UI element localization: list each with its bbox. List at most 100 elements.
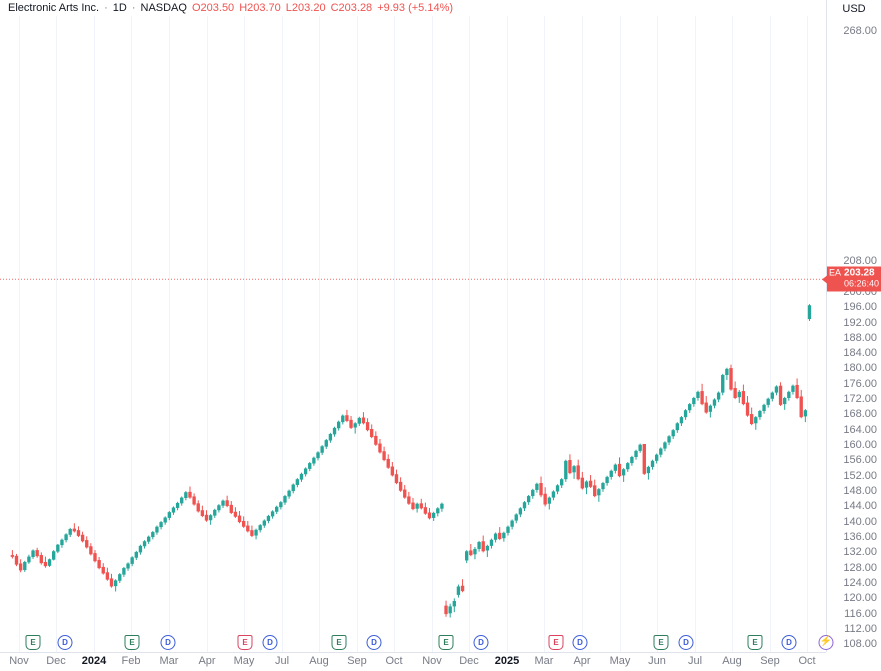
lightning-bolt-icon[interactable]: ⚡ <box>818 635 834 650</box>
candle <box>679 417 684 424</box>
current-price-badge[interactable]: EA 203.28 06:26:40 <box>822 266 881 292</box>
symbol-name[interactable]: Electronic Arts Inc. <box>8 2 100 14</box>
candle <box>601 483 605 490</box>
candle <box>791 385 795 392</box>
candle <box>415 503 419 509</box>
price-tick: 188.00 <box>843 331 877 344</box>
time-axis-rule <box>0 652 826 653</box>
time-tick: Mar <box>534 655 554 667</box>
candle <box>155 526 159 533</box>
candle <box>741 391 746 405</box>
candle <box>584 481 589 488</box>
candle <box>671 430 675 437</box>
dividend-marker[interactable]: D <box>160 635 176 650</box>
candle <box>386 458 390 468</box>
dividend-marker[interactable]: D <box>572 635 588 650</box>
dividend-marker[interactable]: D <box>57 635 73 650</box>
time-tick: Mar <box>159 655 179 667</box>
candle <box>539 483 543 496</box>
candle <box>370 428 374 438</box>
time-tick: Jun <box>648 655 666 667</box>
candle <box>498 532 502 539</box>
candle <box>93 553 97 562</box>
candle <box>609 470 613 477</box>
earnings-marker[interactable]: E <box>331 635 347 650</box>
candle <box>134 551 138 558</box>
earnings-marker[interactable]: E <box>653 635 669 650</box>
earnings-marker[interactable]: E <box>237 635 253 650</box>
timeframe-label[interactable]: 1D <box>112 2 127 14</box>
candle <box>634 450 638 458</box>
candle <box>436 508 440 514</box>
exchange-label[interactable]: NASDAQ <box>140 2 187 14</box>
earnings-marker[interactable]: E <box>747 635 763 650</box>
candle <box>378 443 382 453</box>
candle <box>787 391 791 399</box>
candle <box>526 496 531 503</box>
candle <box>547 497 551 504</box>
badge-tail <box>822 275 827 284</box>
candle <box>754 417 758 424</box>
candle <box>18 563 23 571</box>
earnings-marker[interactable]: E <box>548 635 564 650</box>
candle <box>109 578 114 587</box>
candle <box>23 561 27 571</box>
time-axis[interactable]: Nov Dec 2024 Feb Mar Apr May Jul Aug Sep Oct Nov Dec… <box>0 635 881 671</box>
dividend-marker[interactable]: D <box>678 635 694 650</box>
chart-plot-area[interactable] <box>0 16 826 652</box>
ohlc-low: L203.20 <box>286 2 326 15</box>
dividend-marker[interactable]: D <box>781 635 797 650</box>
vertical-gridlines <box>19 16 808 652</box>
time-tick: Aug <box>722 655 742 667</box>
candle <box>349 419 353 428</box>
price-tick: 148.00 <box>843 485 877 498</box>
candle <box>626 463 630 470</box>
candle <box>217 505 221 511</box>
candle <box>312 457 316 464</box>
time-tick: Sep <box>760 655 780 667</box>
candle <box>654 454 659 461</box>
badge-price: 203.28 <box>844 267 875 279</box>
price-tick: 208.00 <box>843 255 877 268</box>
candle <box>221 500 225 506</box>
candle <box>745 402 750 416</box>
candle <box>659 448 663 455</box>
candle <box>382 451 386 461</box>
price-tick: 196.00 <box>843 301 877 314</box>
candle <box>85 540 89 548</box>
dividend-marker[interactable]: D <box>262 635 278 650</box>
candle <box>241 520 246 527</box>
candle <box>353 423 357 428</box>
ohlc-open-value: 203.50 <box>200 2 235 14</box>
candle <box>506 526 510 533</box>
candle <box>588 480 593 487</box>
candle <box>427 512 432 519</box>
earnings-marker[interactable]: E <box>438 635 454 650</box>
candle <box>229 504 233 513</box>
candle <box>605 476 609 484</box>
candle <box>275 506 279 512</box>
candle <box>196 503 200 512</box>
candle <box>725 368 729 376</box>
price-axis[interactable]: USD 268.00208.00204.00200.00196.00192.00… <box>822 0 881 652</box>
ohlc-low-value: 203.20 <box>291 2 326 14</box>
candle <box>146 536 151 542</box>
ohlc-open-key: O <box>191 2 201 14</box>
candle <box>621 469 626 476</box>
price-change: +9.93 (+5.14%) <box>377 2 454 14</box>
badge-countdown: 06:26:40 <box>843 278 879 289</box>
candle <box>444 605 448 615</box>
candle <box>721 374 725 393</box>
price-tick: 184.00 <box>843 347 877 360</box>
ohlc-high-key: H <box>239 2 248 14</box>
dividend-marker[interactable]: D <box>366 635 382 650</box>
earnings-marker[interactable]: E <box>25 635 41 650</box>
legend-separator-2: · <box>131 2 136 14</box>
candle <box>180 497 184 504</box>
chart-legend: Electronic Arts Inc. · 1D · NASDAQ O203.… <box>8 2 453 15</box>
candle <box>559 479 564 486</box>
candle <box>332 427 337 435</box>
dividend-marker[interactable]: D <box>473 635 489 650</box>
earnings-marker[interactable]: E <box>124 635 140 650</box>
